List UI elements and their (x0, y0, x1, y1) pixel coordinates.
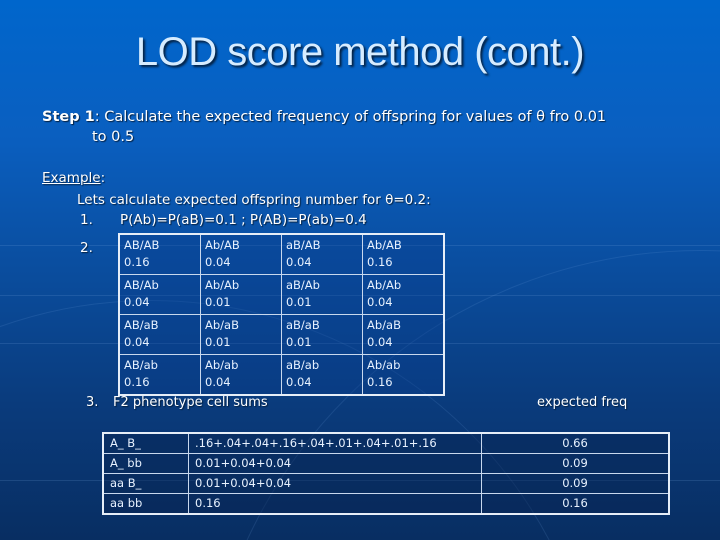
table-cell: Ab/Ab 0.04 (362, 274, 445, 315)
sum-cell: 0.01+0.04+0.04 (188, 473, 482, 494)
table-row: AB/ab 0.16 Ab/ab 0.04 aB/ab 0.04 Ab/ab 0.16 (118, 354, 445, 396)
table-row: aa B_ 0.01+0.04+0.04 0.09 (102, 473, 670, 494)
table-cell: AB/Ab 0.04 (118, 274, 201, 315)
table-cell: AB/AB 0.16 (118, 233, 201, 275)
list-item-3: 3. F2 phenotype cell sums expected freq (86, 395, 646, 410)
list-item-number: 1. (80, 212, 93, 228)
phenotype-cell: A_ bb (102, 453, 189, 474)
example-label: Example (42, 170, 101, 186)
table-row: AB/AB 0.16 Ab/AB 0.04 aB/AB 0.04 Ab/AB 0.16 (118, 233, 445, 275)
expected-cell: 0.09 (481, 473, 670, 494)
table-cell: AB/ab 0.16 (118, 354, 201, 396)
expected-freq-label: expected freq (537, 395, 628, 410)
example-colon: : (100, 170, 106, 186)
list-item-1: 1. P(Ab)=P(aB)=0.1 ; P(AB)=P(ab)=0.4 (80, 212, 367, 228)
example-heading: Example: (42, 170, 105, 186)
table-cell: Ab/ab 0.04 (200, 354, 282, 396)
table-cell: Ab/ab 0.16 (362, 354, 445, 396)
table-cell: aB/aB 0.01 (281, 314, 363, 355)
table-cell: aB/AB 0.04 (281, 233, 363, 275)
phenotype-cell: aa bb (102, 493, 189, 515)
expected-cell: 0.66 (481, 432, 670, 454)
table-cell: AB/aB 0.04 (118, 314, 201, 355)
list-item-text: P(Ab)=P(aB)=0.1 ; P(AB)=P(ab)=0.4 (120, 212, 367, 228)
table-cell: aB/Ab 0.01 (281, 274, 363, 315)
step-1-text: Step 1: Calculate the expected frequency… (42, 107, 692, 147)
table-cell: aB/ab 0.04 (281, 354, 363, 396)
sum-cell: .16+.04+.04+.16+.04+.01+.04+.01+.16 (188, 432, 482, 454)
table-row: AB/Ab 0.04 Ab/Ab 0.01 aB/Ab 0.01 Ab/Ab 0.04 (118, 274, 445, 315)
expected-cell: 0.09 (481, 453, 670, 474)
step-description: : Calculate the expected frequency of of… (94, 109, 607, 125)
table-row: aa bb 0.16 0.16 (102, 493, 670, 515)
table-cell: Ab/AB 0.04 (200, 233, 282, 275)
list-item-number: 3. (86, 395, 99, 410)
step-label: Step 1 (42, 109, 95, 125)
table-row: A_ B_ .16+.04+.04+.16+.04+.01+.04+.01+.1… (102, 432, 670, 454)
slide-title: LOD score method (cont.) (135, 30, 585, 74)
phenotype-cell: A_ B_ (102, 432, 189, 454)
expected-cell: 0.16 (481, 493, 670, 515)
table-cell: Ab/Ab 0.01 (200, 274, 282, 315)
table-cell: Ab/AB 0.16 (362, 233, 445, 275)
table-cell: Ab/aB 0.04 (362, 314, 445, 355)
punnett-table: AB/AB 0.16 Ab/AB 0.04 aB/AB 0.04 Ab/AB 0.16 … (118, 233, 445, 396)
sum-cell: 0.01+0.04+0.04 (188, 453, 482, 474)
list-item-text: F2 phenotype cell sums (113, 395, 268, 410)
phenotype-sums-table: A_ B_ .16+.04+.04+.16+.04+.01+.04+.01+.1… (102, 432, 670, 515)
example-intro: Lets calculate expected offspring number… (77, 192, 431, 208)
step-continuation: to 0.5 (92, 129, 135, 145)
phenotype-cell: aa B_ (102, 473, 189, 494)
sum-cell: 0.16 (188, 493, 482, 515)
table-row: A_ bb 0.01+0.04+0.04 0.09 (102, 453, 670, 474)
list-item-2-number: 2. (80, 240, 93, 256)
table-row: AB/aB 0.04 Ab/aB 0.01 aB/aB 0.01 Ab/aB 0.04 (118, 314, 445, 355)
table-cell: Ab/aB 0.01 (200, 314, 282, 355)
